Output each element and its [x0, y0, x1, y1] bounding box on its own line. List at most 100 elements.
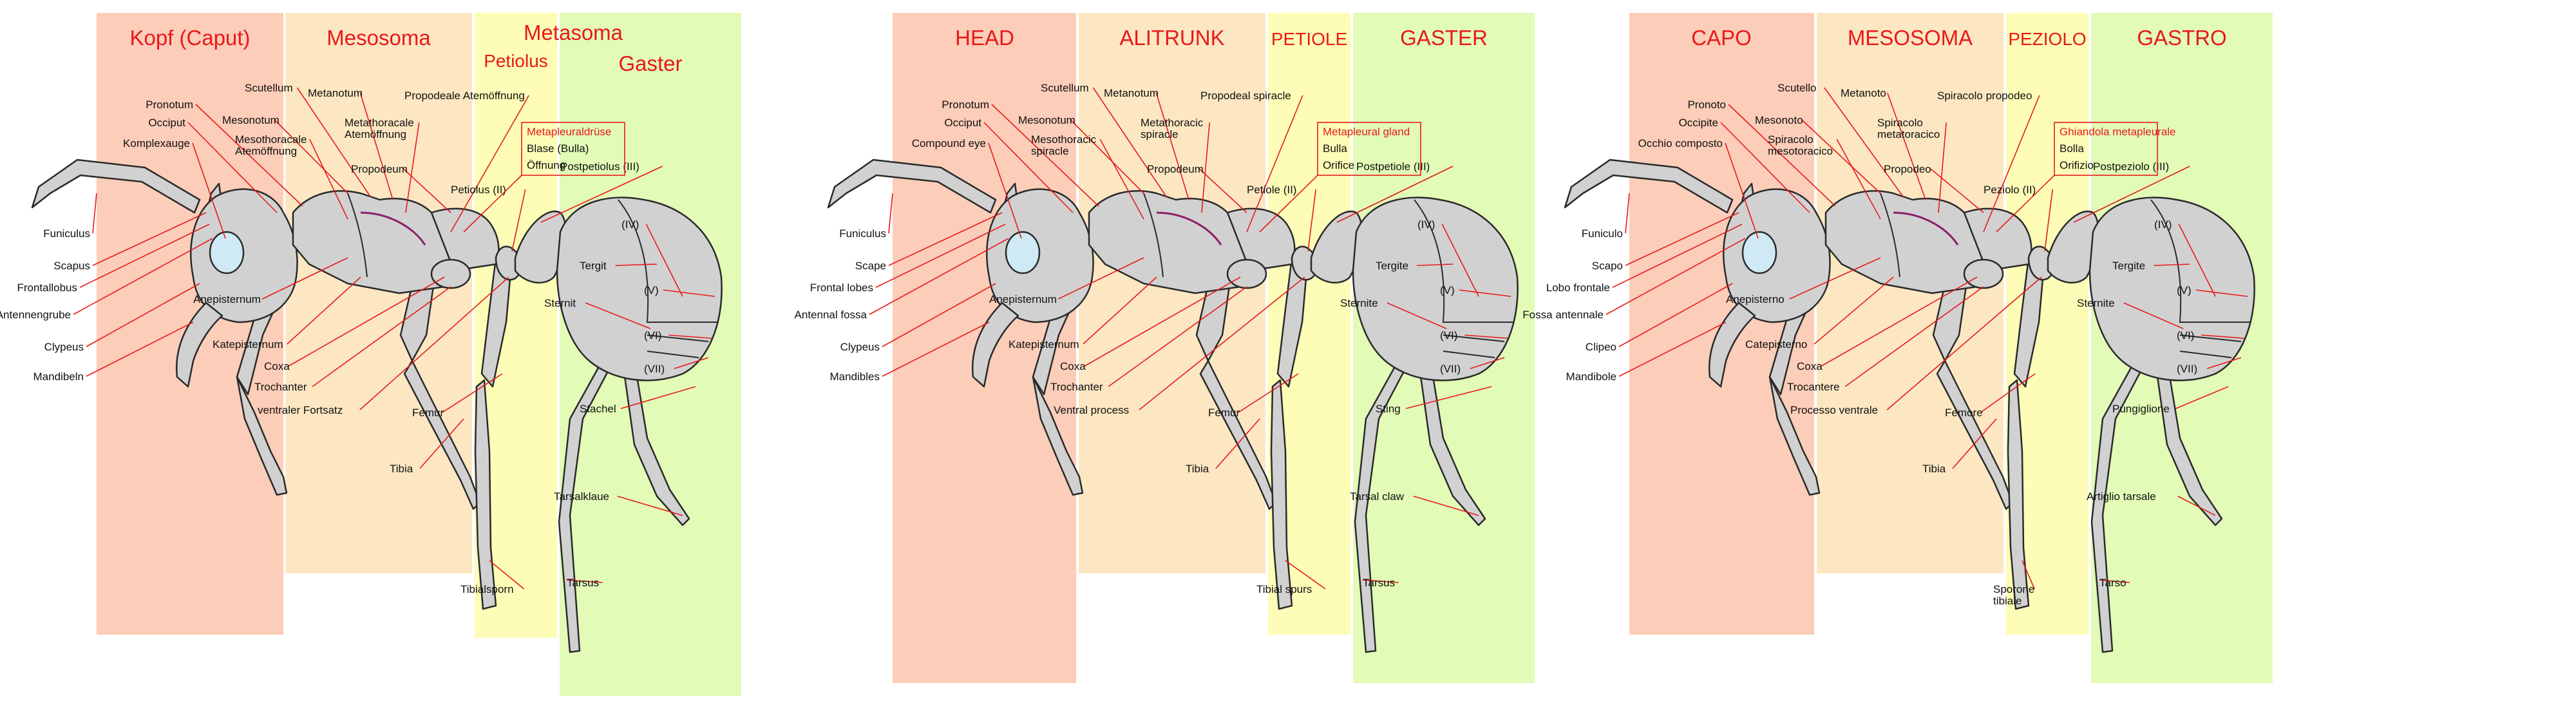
label-funiculus: Funiculus: [43, 227, 90, 240]
label-compound-eye: Occhio composto: [1638, 137, 1723, 149]
ant-leg-4: [1199, 360, 1277, 510]
label-tergite: Tergit: [580, 260, 607, 272]
ant-leg-2: [236, 376, 288, 496]
label-katepisternum: Katepisternum: [1009, 338, 1079, 351]
label-tibia: Tibia: [1922, 463, 1946, 475]
gaster-sternite-lines: [647, 334, 709, 358]
label-scutellum: Scutello: [1777, 82, 1816, 94]
compound-eye-icon: [1005, 231, 1041, 274]
heading-petiole: PETIOLE: [1271, 29, 1347, 49]
gaster-segment-lines: [1414, 199, 1514, 323]
label-trochanter: Trocantere: [1787, 381, 1840, 393]
label-pronotum: Pronoto: [1687, 99, 1726, 111]
ant-coxa: [1963, 258, 2004, 289]
label-mesonotum: Mesonotum: [1018, 114, 1075, 126]
ant-gaster: [1352, 197, 1519, 381]
label-compound-eye: Komplexauge: [123, 137, 190, 149]
label-seg5: (V): [2177, 284, 2192, 296]
label-tarsal-claw: Tarsalklaue: [554, 490, 609, 503]
gaster-sternite-lines: [1443, 334, 1505, 358]
label-anepisternum: Anepisternum: [193, 293, 261, 305]
label-scutellum: Scutellum: [245, 82, 293, 94]
gaster-segment-lines: [618, 199, 718, 323]
ant-antenna: [1564, 159, 1734, 214]
label-mandibles: Mandibeln: [33, 371, 84, 383]
label-metanotum: Metanotum: [308, 87, 363, 99]
ant-leg-4: [1936, 360, 2014, 510]
ant-mandibles: [972, 302, 1019, 388]
label-tarsal-claw: Artiglio tarsale: [2087, 490, 2156, 503]
label-propodeum: Propodeum: [1147, 163, 1204, 175]
ant-coxa: [430, 258, 471, 289]
compound-eye-icon: [1741, 231, 1777, 274]
heading-mesosoma: ALITRUNK: [1119, 26, 1224, 50]
label-petiole: Petiolus (II): [451, 184, 506, 196]
label-mandibles: Mandibole: [1566, 371, 1616, 383]
label-tarsus: Tarso: [2099, 577, 2126, 589]
label-seg6: (VI): [2177, 329, 2194, 342]
ant-leg-2: [1032, 376, 1084, 496]
label-clypeus: Clypeus: [840, 341, 880, 353]
label-tarsus: Tarsus: [1363, 577, 1395, 589]
label-tibia: Tibia: [390, 463, 413, 475]
label-bulla: Bulla: [1323, 142, 1347, 155]
label-tergite: Tergite: [2112, 260, 2145, 272]
heading-mesosoma: MESOSOMA: [1848, 26, 1973, 50]
band-meso: [285, 13, 472, 573]
ant-leg-9: [1418, 360, 1486, 526]
label-mesothoracic-spiracle: Mesothoracale Atemöffnung: [235, 133, 307, 157]
label-sting: Sting: [1376, 403, 1401, 415]
ant-leg-2: [1768, 376, 1821, 496]
mesosoma-suture-lines: [1880, 193, 1900, 278]
panel-2: HEAD ALITRUNK PETIOLE GASTER Funiculus Scape F…: [795, 13, 1535, 683]
label-scape: Scape: [855, 260, 886, 272]
label-sternite: Sternit: [544, 297, 576, 309]
heading-mesosoma: Mesosoma: [327, 26, 431, 50]
label-frontal-lobe: Lobo frontale: [1546, 282, 1610, 294]
label-ventral-process: ventraler Fortsatz: [258, 404, 343, 416]
label-funiculus: Funiculo: [1582, 227, 1623, 240]
label-seg5: (V): [644, 284, 659, 296]
heading-gaster: GASTER: [1400, 26, 1488, 50]
label-femur: Femur: [412, 407, 444, 419]
ant-leg-4: [403, 360, 481, 510]
ant-leg-6: [1270, 379, 1293, 610]
label-orifice: Orifizio: [2060, 159, 2094, 171]
label-katepisternum: Katepisternum: [213, 338, 283, 351]
label-scape: Scapo: [1592, 260, 1623, 272]
label-antennal-fossa: Antennengrube: [0, 309, 71, 321]
label-katepisternum: Catepisterno: [1745, 338, 1807, 351]
mesosoma-highlight: [1893, 211, 1959, 246]
label-mesothoracic-spiracle: Mesothoracic spiracle: [1031, 133, 1097, 157]
heading-petiole: Petiolus: [484, 51, 548, 71]
label-occiput: Occipite: [1679, 117, 1718, 129]
label-bulla: Blase (Bulla): [527, 142, 589, 155]
label-propodeal-spiracle: Spiracolo propodeo: [1937, 90, 2032, 102]
label-occiput: Occiput: [944, 117, 981, 129]
label-mesonotum: Mesonoto: [1755, 114, 1803, 126]
label-seg6: (VI): [644, 329, 661, 342]
gaster-segment-lines: [2150, 199, 2251, 323]
label-mesothoracic-spiracle: Spiracolo mesotoracico: [1768, 133, 1833, 157]
panel-1: Kopf (Caput) Mesosoma Metasoma Petiolus Gast…: [0, 13, 741, 696]
heading-head: HEAD: [955, 26, 1014, 50]
label-trochanter: Trochanter: [1050, 381, 1103, 393]
label-postpetiole: Postpeziolo (III): [2093, 160, 2169, 173]
ant-antenna: [31, 159, 201, 214]
label-tibial-spur: Tibial spurs: [1256, 583, 1312, 595]
label-clypeus: Clipeo: [1586, 341, 1616, 353]
label-seg4: (IV): [2154, 218, 2172, 231]
ant-body-illustration: [1564, 159, 2255, 653]
band-meso: [1079, 13, 1265, 573]
label-seg7: (VII): [1440, 363, 1461, 375]
heading-head: Kopf (Caput): [129, 26, 250, 50]
ant-antenna: [827, 159, 997, 214]
label-mandibles: Mandibles: [830, 371, 880, 383]
label-frontal-lobe: Frontallobus: [17, 282, 77, 294]
label-coxa: Coxa: [1797, 360, 1823, 372]
mesosoma-highlight: [360, 211, 426, 246]
heading-head: CAPO: [1691, 26, 1752, 50]
ant-mandibles: [176, 302, 223, 388]
